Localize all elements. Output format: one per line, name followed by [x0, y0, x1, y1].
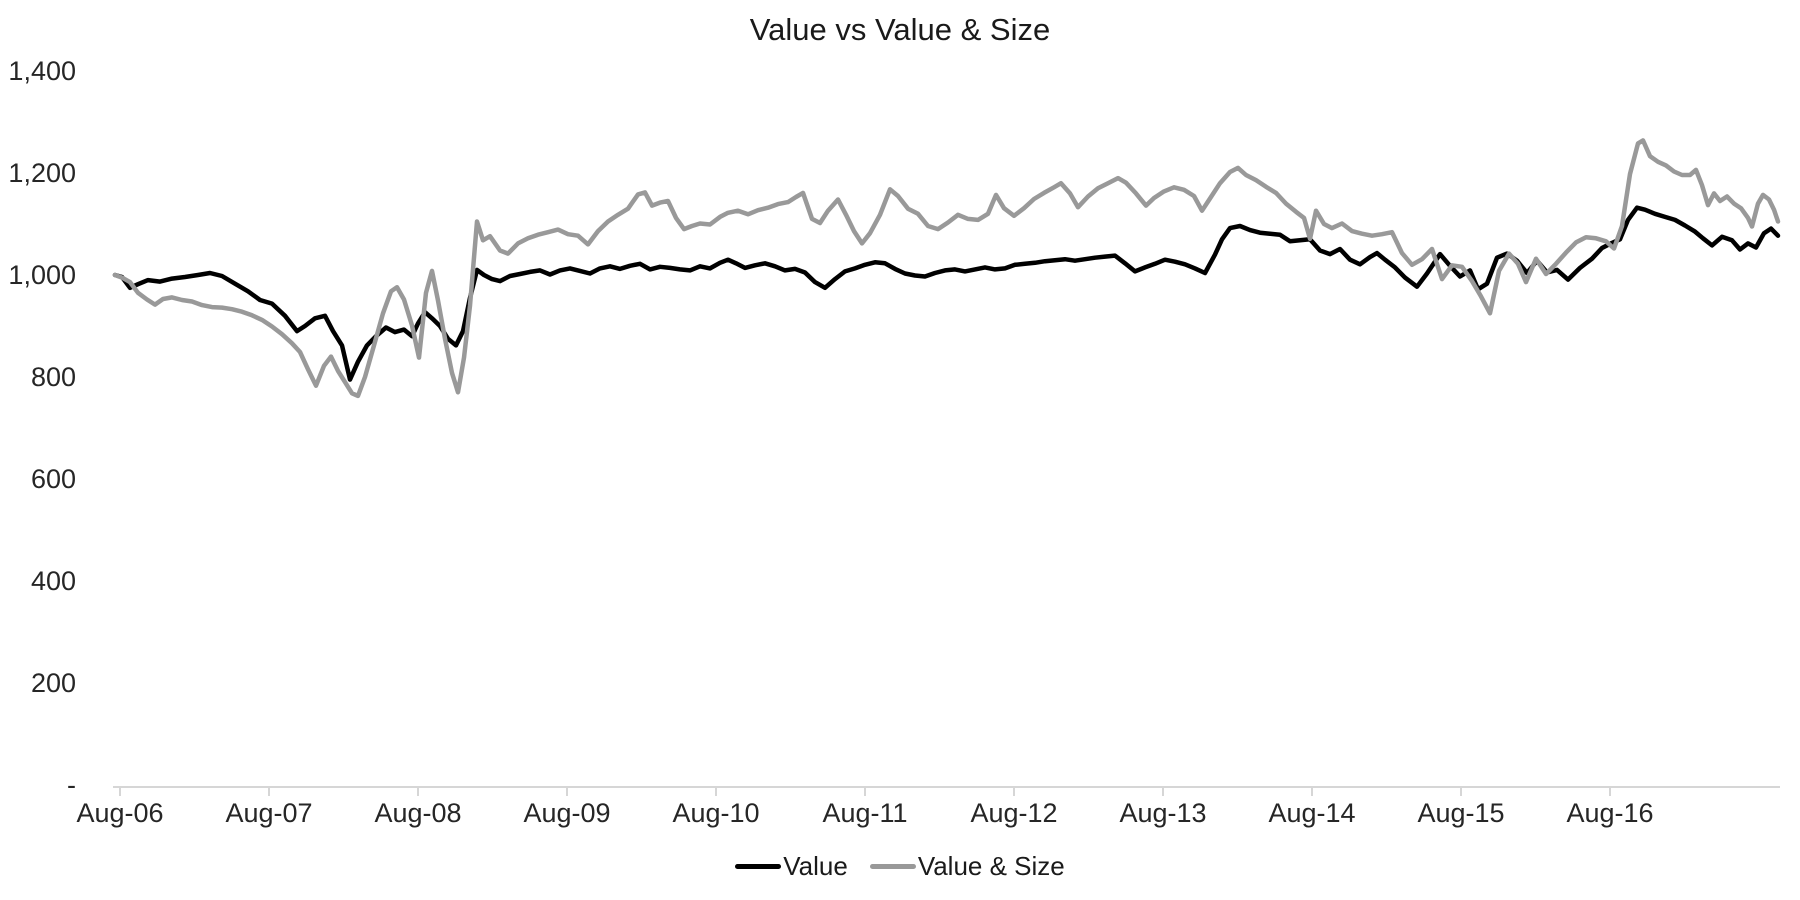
y-tick-label: 800: [31, 362, 76, 392]
value-line-swatch: [735, 864, 782, 869]
legend-label-value: Value: [783, 851, 848, 881]
legend-item-value: Value: [735, 851, 848, 882]
x-tick-label: Aug-13: [1119, 798, 1206, 828]
value-line: [112, 205, 1781, 382]
value-size-line-swatch: [869, 864, 916, 869]
y-tick-label: 600: [31, 464, 76, 494]
y-tick-label: 1,400: [8, 56, 76, 86]
x-tick-label: Aug-12: [970, 798, 1057, 828]
x-tick-label: Aug-10: [672, 798, 759, 828]
x-tick-label: Aug-11: [822, 798, 907, 828]
x-tick-label: Aug-09: [523, 798, 610, 828]
y-tick-label: 200: [31, 668, 76, 698]
x-tick-label: Aug-14: [1268, 798, 1355, 828]
chart-title: Value vs Value & Size: [749, 12, 1051, 47]
x-tick-label: Aug-15: [1417, 798, 1504, 828]
y-tick-label: -: [67, 770, 76, 800]
x-tick-label: Aug-16: [1566, 798, 1653, 828]
legend-label-value-size: Value & Size: [917, 851, 1065, 881]
y-tick-label: 1,200: [8, 158, 76, 188]
x-tick-label: Aug-07: [225, 798, 312, 828]
y-tick-label: 400: [31, 566, 76, 596]
x-tick-label: Aug-06: [76, 798, 163, 828]
value-size-line: [112, 138, 1781, 399]
legend: Value Value & Size: [0, 851, 1800, 882]
y-tick-label: 1,000: [8, 260, 76, 290]
x-tick-label: Aug-08: [374, 798, 461, 828]
legend-item-value-size: Value & Size: [869, 851, 1065, 882]
